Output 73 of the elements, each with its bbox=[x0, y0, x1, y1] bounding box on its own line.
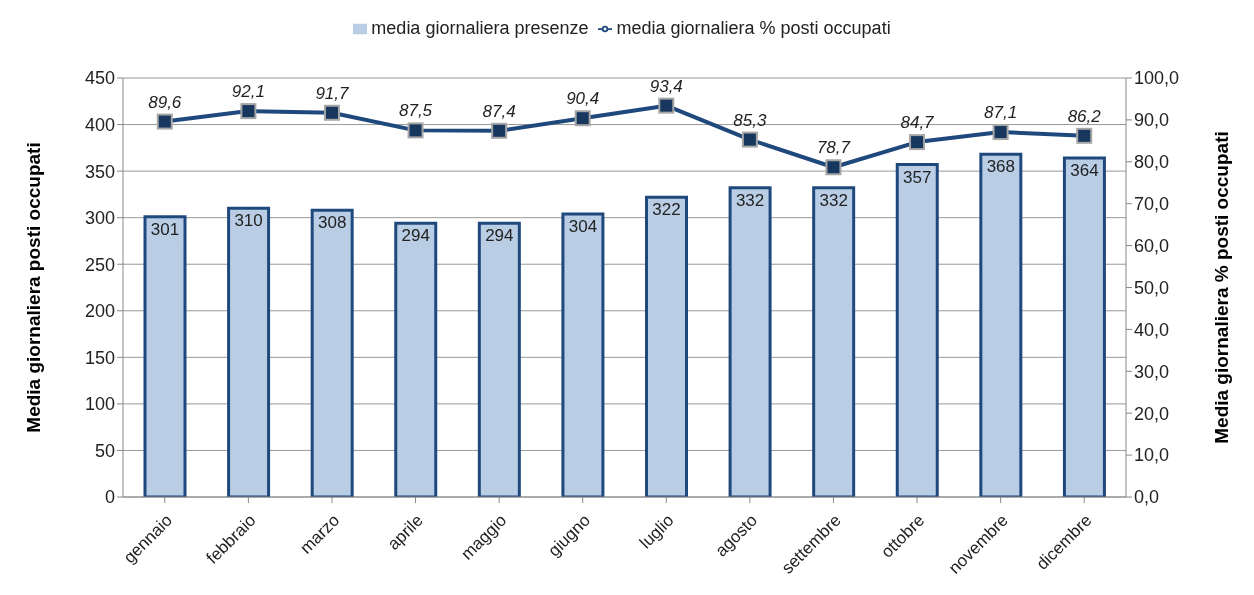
bar bbox=[227, 206, 271, 497]
y2-tick-label: 10,0 bbox=[1134, 445, 1170, 466]
y-tick-label: 350 bbox=[84, 161, 115, 182]
data-label: 294 bbox=[401, 226, 430, 246]
y-tick-label: 400 bbox=[84, 114, 115, 135]
y-tick-label: 0 bbox=[104, 487, 115, 508]
point bbox=[156, 113, 173, 130]
point bbox=[658, 97, 677, 114]
y2-tick-label: 90,0 bbox=[1134, 110, 1170, 131]
point bbox=[1076, 127, 1093, 144]
bar bbox=[310, 208, 354, 497]
point bbox=[909, 134, 926, 151]
data-label: 89,6 bbox=[148, 92, 182, 112]
bar bbox=[812, 186, 856, 497]
y2-tick-label: 60,0 bbox=[1134, 235, 1170, 256]
data-label: 87,1 bbox=[984, 103, 1018, 123]
y-tick-label: 300 bbox=[84, 208, 115, 229]
data-label: 93,4 bbox=[649, 76, 683, 96]
point bbox=[240, 103, 257, 120]
data-label: 84,7 bbox=[900, 113, 935, 133]
bar bbox=[394, 221, 438, 497]
data-label: 90,4 bbox=[566, 89, 600, 109]
data-label: 304 bbox=[568, 216, 598, 236]
data-label: 332 bbox=[735, 190, 765, 210]
point bbox=[741, 131, 758, 148]
data-label: 308 bbox=[317, 213, 347, 233]
data-label: 92,1 bbox=[231, 82, 265, 102]
y-tick-label: 100 bbox=[84, 394, 115, 415]
y-tick-label: 250 bbox=[84, 254, 115, 275]
point bbox=[825, 159, 842, 176]
y-axis-title: Media giornaliera posti occupati bbox=[22, 142, 44, 433]
y2-tick-label: 40,0 bbox=[1134, 319, 1170, 340]
bar bbox=[561, 212, 605, 497]
y2-tick-label: 100,0 bbox=[1134, 68, 1180, 89]
point bbox=[992, 124, 1009, 141]
data-label: 322 bbox=[652, 200, 681, 220]
y-tick-label: 50 bbox=[94, 440, 115, 461]
data-label: 301 bbox=[150, 219, 180, 239]
legend-label: media giornaliera presenze bbox=[371, 18, 589, 38]
bar bbox=[1062, 156, 1106, 497]
point bbox=[407, 122, 424, 139]
y2-axis-title: Media giornaliera % posti occupati bbox=[1210, 131, 1232, 444]
bar bbox=[979, 152, 1023, 497]
y2-tick-label: 80,0 bbox=[1134, 152, 1170, 173]
point bbox=[574, 110, 591, 127]
data-label: 87,4 bbox=[482, 101, 516, 121]
y2-tick-label: 20,0 bbox=[1134, 403, 1170, 424]
bar bbox=[895, 163, 939, 497]
y2-tick-label: 30,0 bbox=[1134, 361, 1170, 382]
data-label: 368 bbox=[986, 157, 1016, 177]
y2-tick-label: 50,0 bbox=[1134, 277, 1170, 298]
data-label: 310 bbox=[234, 211, 263, 231]
data-label: 357 bbox=[903, 167, 932, 187]
data-label: 91,7 bbox=[315, 83, 350, 103]
bar bbox=[645, 195, 688, 497]
point bbox=[491, 122, 508, 139]
data-label: 86,2 bbox=[1067, 106, 1102, 126]
y-tick-label: 450 bbox=[84, 68, 115, 89]
bar bbox=[143, 215, 187, 497]
y-tick-label: 200 bbox=[84, 301, 115, 322]
y2-tick-label: 0,0 bbox=[1134, 487, 1160, 508]
data-label: 87,5 bbox=[398, 101, 433, 121]
data-label: 78,7 bbox=[816, 138, 851, 158]
y-tick-label: 150 bbox=[84, 347, 115, 368]
data-label: 85,3 bbox=[733, 110, 767, 130]
data-label: 294 bbox=[485, 226, 514, 246]
data-label: 364 bbox=[1070, 161, 1099, 181]
bar bbox=[477, 221, 521, 497]
data-label: 332 bbox=[819, 190, 848, 210]
y2-tick-label: 70,0 bbox=[1134, 194, 1170, 215]
legend-label: media giornaliera % posti occupati bbox=[616, 18, 891, 38]
point bbox=[323, 104, 340, 121]
bar bbox=[728, 186, 772, 497]
